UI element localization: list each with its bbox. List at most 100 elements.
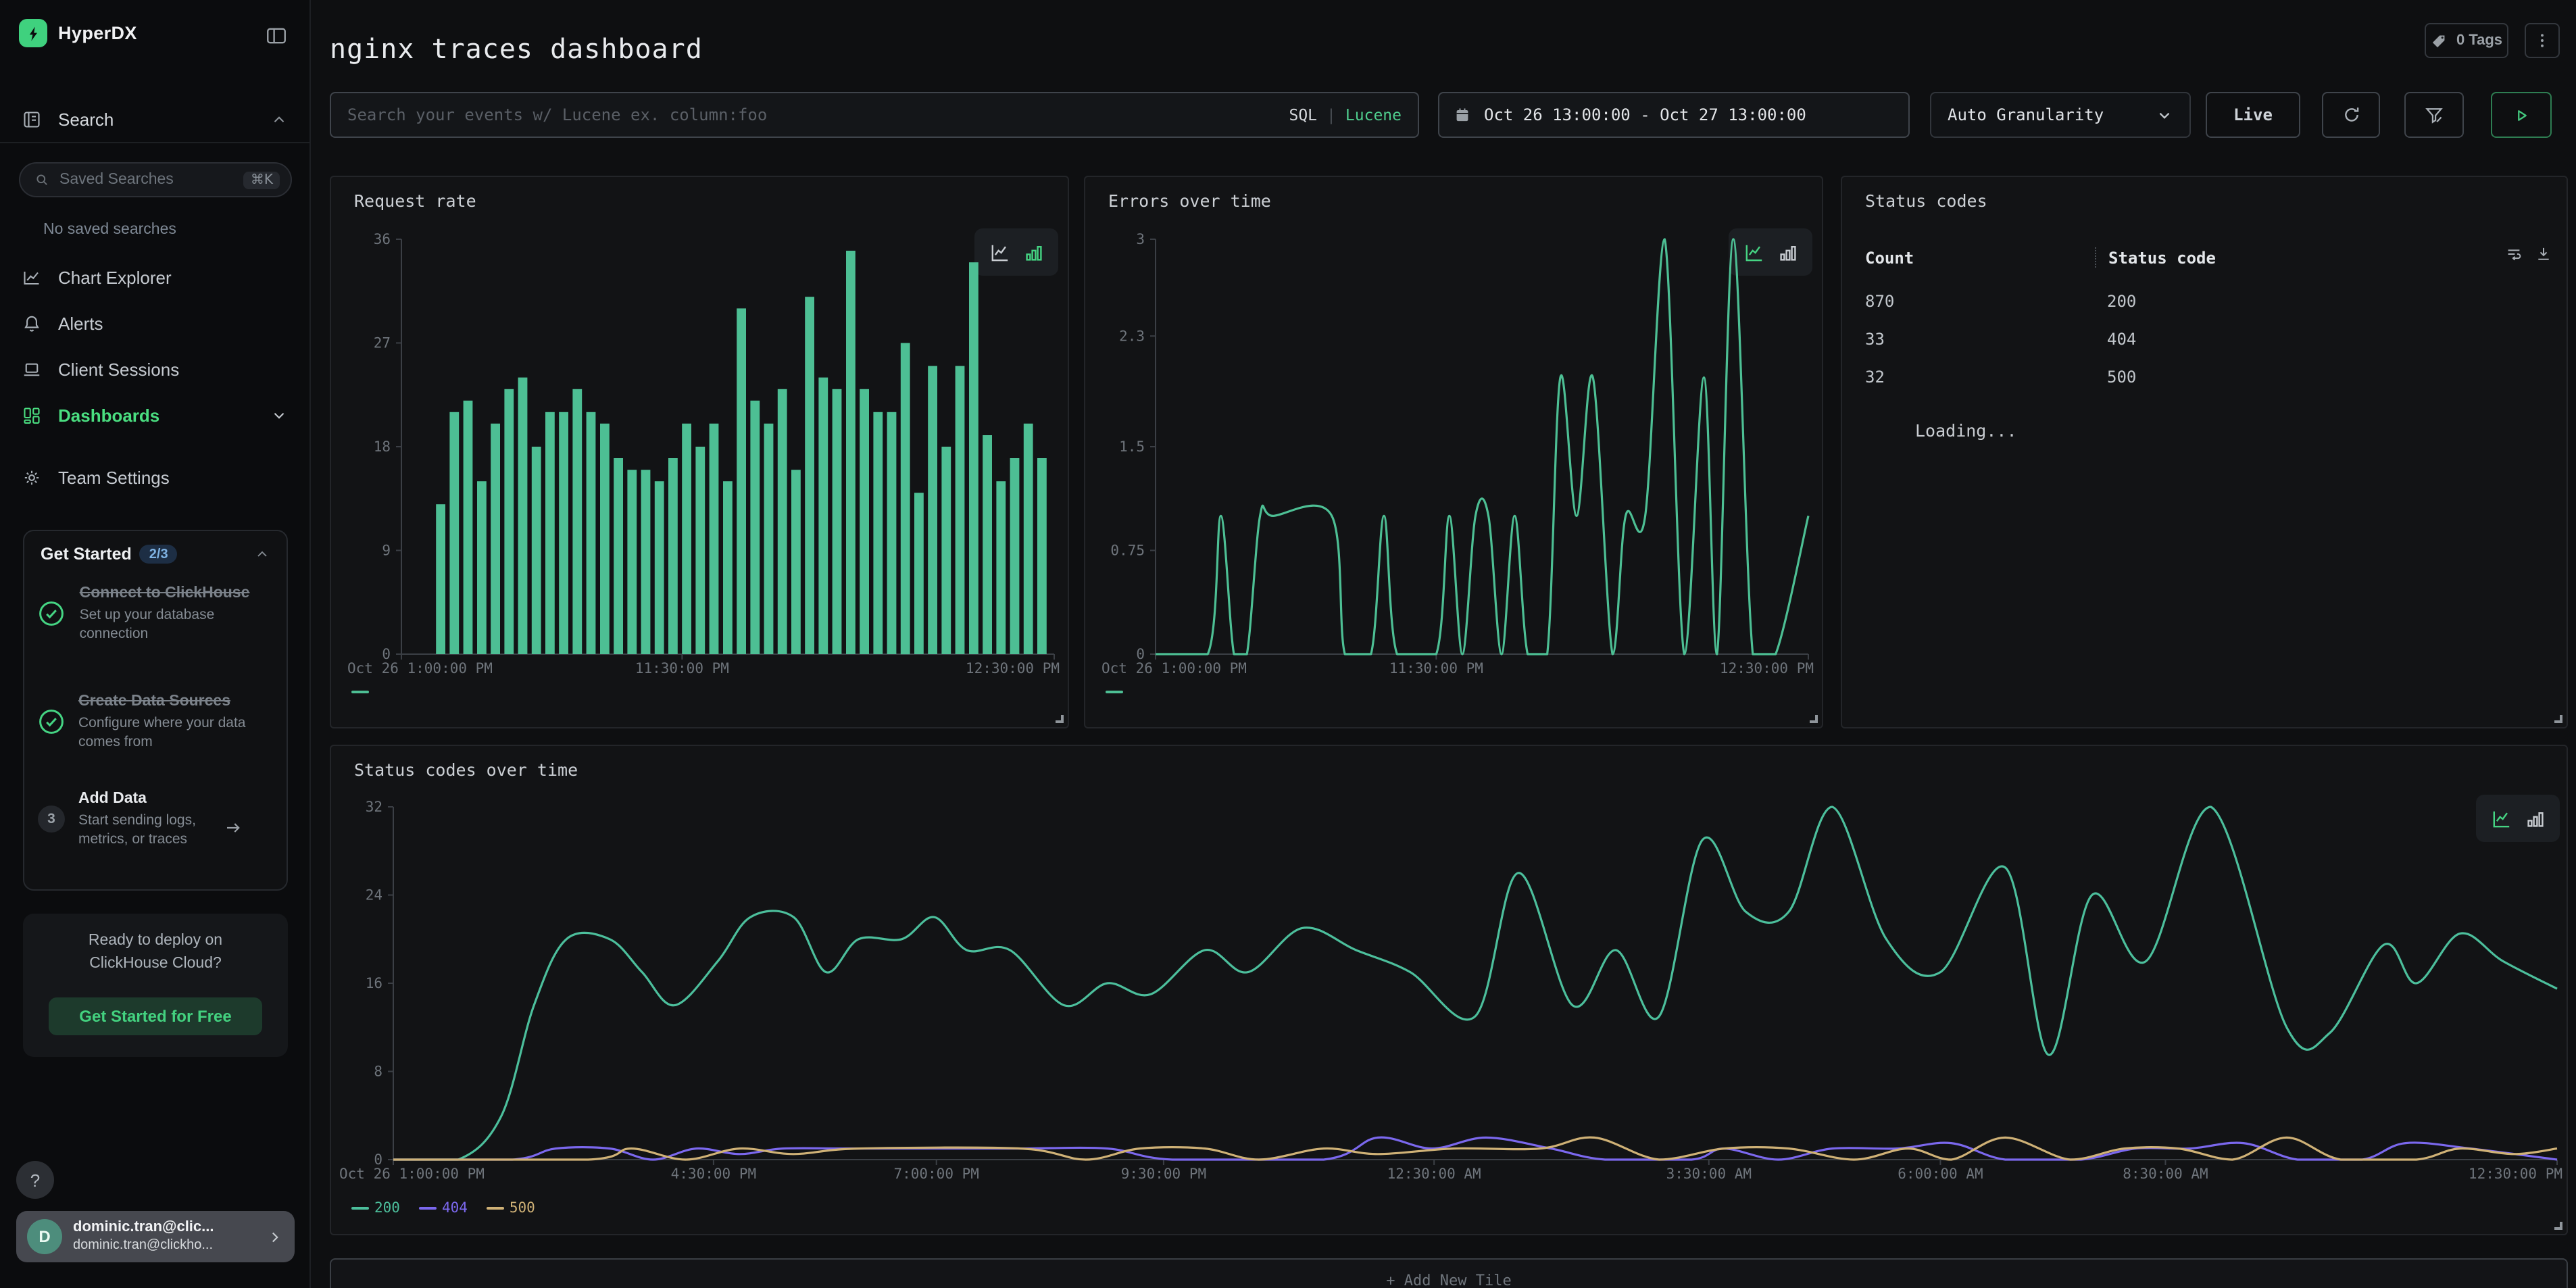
bar[interactable] xyxy=(668,458,678,654)
tags-button[interactable]: 0 Tags xyxy=(2425,23,2508,58)
bar[interactable] xyxy=(983,435,992,654)
bar[interactable] xyxy=(778,389,787,654)
bar[interactable] xyxy=(710,424,719,654)
download-icon[interactable] xyxy=(2534,245,2553,264)
more-options-button[interactable] xyxy=(2525,23,2560,58)
bar[interactable] xyxy=(764,424,774,654)
refresh-button[interactable] xyxy=(2322,92,2380,138)
bar[interactable] xyxy=(914,493,924,654)
date-range-picker[interactable]: Oct 26 13:00:00 - Oct 27 13:00:00 xyxy=(1438,92,1910,138)
bar[interactable] xyxy=(614,458,623,654)
bar[interactable] xyxy=(587,412,596,654)
bar[interactable] xyxy=(818,378,828,654)
user-menu[interactable]: D dominic.tran@clic... dominic.tran@clic… xyxy=(16,1211,295,1262)
column-header-count[interactable]: Count xyxy=(1865,248,2095,267)
bar[interactable] xyxy=(723,481,733,654)
bar[interactable] xyxy=(901,343,910,655)
get-started-step-2[interactable]: Create Data Sources Configure where your… xyxy=(38,691,276,752)
bar[interactable] xyxy=(559,412,568,654)
get-started-step-3[interactable]: 3 Add Data Start sending logs, metrics, … xyxy=(38,788,249,849)
saved-searches-input[interactable]: Saved Searches ⌘K xyxy=(19,162,292,197)
legend-item[interactable] xyxy=(1106,691,1123,693)
bar[interactable] xyxy=(1024,424,1033,654)
bar[interactable] xyxy=(545,412,555,654)
resize-handle[interactable] xyxy=(2554,715,2562,723)
bar[interactable] xyxy=(941,447,951,654)
chevron-up-icon[interactable] xyxy=(254,546,270,562)
filter-button[interactable] xyxy=(2404,92,2464,138)
bar[interactable] xyxy=(464,401,473,654)
resize-handle[interactable] xyxy=(1810,715,1818,723)
sidebar-item-dashboards[interactable]: Dashboards xyxy=(0,397,309,432)
sidebar-item-team-settings[interactable]: Team Settings xyxy=(0,460,309,495)
legend-item[interactable]: 404 xyxy=(419,1200,468,1216)
resize-handle[interactable] xyxy=(2554,1222,2562,1230)
bar[interactable] xyxy=(1010,458,1020,654)
chevron-down-icon[interactable] xyxy=(270,406,288,424)
sidebar-item-chart-explorer[interactable]: Chart Explorer xyxy=(0,259,309,295)
bar[interactable] xyxy=(491,424,500,654)
bar[interactable] xyxy=(532,447,541,654)
bar[interactable] xyxy=(449,412,459,654)
errors-chart[interactable]: 32.31.50.750Oct 26 1:00:00 PM11:30:00 PM… xyxy=(1091,231,1816,677)
bar[interactable] xyxy=(572,389,582,654)
bar[interactable] xyxy=(1037,458,1047,654)
lucene-toggle[interactable]: Lucene xyxy=(1345,105,1402,124)
granularity-select[interactable]: Auto Granularity xyxy=(1930,92,2191,138)
bar[interactable] xyxy=(846,251,856,654)
arrow-right-icon[interactable] xyxy=(223,818,243,838)
status-codes-chart[interactable]: 32241680Oct 26 1:00:00 PM4:30:00 PM7:00:… xyxy=(337,792,2567,1197)
help-button[interactable]: ? xyxy=(16,1161,54,1199)
bar[interactable] xyxy=(833,389,842,654)
column-header-status-code[interactable]: Status code xyxy=(2095,247,2216,268)
bar[interactable] xyxy=(969,262,979,654)
sql-toggle[interactable]: SQL xyxy=(1289,105,1317,124)
request-rate-chart[interactable]: 36271890Oct 26 1:00:00 PM11:30:00 PM12:3… xyxy=(337,231,1062,677)
sidebar-item-search[interactable]: Search xyxy=(0,103,309,135)
legend-item[interactable]: 200 xyxy=(351,1200,400,1216)
brand-logo[interactable]: HyperDX xyxy=(19,19,137,47)
sidebar-collapse-icon[interactable] xyxy=(265,24,288,47)
bar[interactable] xyxy=(627,470,637,654)
bar[interactable] xyxy=(600,424,610,654)
chevron-up-icon[interactable] xyxy=(270,110,288,128)
line-series-value[interactable] xyxy=(1156,239,1808,654)
add-new-tile-button[interactable]: + Add New Tile xyxy=(330,1258,2568,1288)
legend-item[interactable] xyxy=(351,691,369,693)
live-button[interactable]: Live xyxy=(2206,92,2300,138)
bar[interactable] xyxy=(695,447,705,654)
table-row[interactable]: 32500 xyxy=(1865,358,2553,396)
event-search-input[interactable]: Search your events w/ Lucene ex. column:… xyxy=(330,92,1419,138)
bar[interactable] xyxy=(750,401,760,654)
panel-status-codes-over-time: Status codes over time 32241680Oct 26 1:… xyxy=(330,745,2568,1235)
wrap-rows-icon[interactable] xyxy=(2504,245,2523,264)
bar[interactable] xyxy=(860,389,869,654)
line-series-500[interactable] xyxy=(393,1137,2557,1160)
bar[interactable] xyxy=(956,366,965,654)
bar[interactable] xyxy=(655,481,664,654)
brand-name: HyperDX xyxy=(58,23,137,43)
legend-item[interactable]: 500 xyxy=(487,1200,535,1216)
bar[interactable] xyxy=(805,297,814,654)
line-series-200[interactable] xyxy=(393,807,2557,1160)
bar[interactable] xyxy=(928,366,937,654)
bar[interactable] xyxy=(518,378,528,654)
bar[interactable] xyxy=(436,504,445,654)
sidebar-item-client-sessions[interactable]: Client Sessions xyxy=(0,351,309,387)
get-started-step-1[interactable]: Connect to ClickHouse Set up your databa… xyxy=(38,583,276,644)
bar[interactable] xyxy=(791,470,801,654)
table-row[interactable]: 870200 xyxy=(1865,282,2553,320)
bar[interactable] xyxy=(682,424,691,654)
resize-handle[interactable] xyxy=(1056,715,1064,723)
table-row[interactable]: 33404 xyxy=(1865,320,2553,358)
bar[interactable] xyxy=(641,470,651,654)
bar[interactable] xyxy=(504,389,514,654)
bar[interactable] xyxy=(873,412,883,654)
bar[interactable] xyxy=(477,481,487,654)
bar[interactable] xyxy=(737,308,746,654)
run-query-button[interactable] xyxy=(2491,92,2552,138)
sidebar-item-alerts[interactable]: Alerts xyxy=(0,305,309,341)
get-started-free-button[interactable]: Get Started for Free xyxy=(49,997,262,1035)
bar[interactable] xyxy=(887,412,897,654)
bar[interactable] xyxy=(996,481,1006,654)
